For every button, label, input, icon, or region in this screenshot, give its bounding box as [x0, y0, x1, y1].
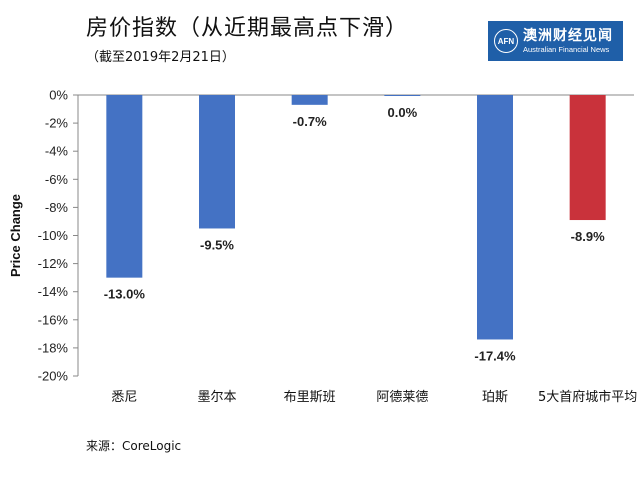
afn-logo: AFN 澳洲财经见闻 Australian Financial News	[488, 21, 623, 61]
x-category-label: 5大首府城市平均	[538, 389, 637, 405]
bar	[106, 95, 143, 278]
y-tick-label: -18%	[38, 340, 69, 355]
y-tick-label: -14%	[38, 284, 69, 299]
chart-title: 房价指数（从近期最高点下滑）	[86, 16, 409, 41]
y-tick-label: -12%	[38, 256, 69, 271]
data-label: -9.5%	[200, 237, 234, 252]
logo-text: 澳洲财经见闻 Australian Financial News	[523, 29, 613, 54]
y-tick-label: -6%	[45, 172, 69, 187]
bar	[569, 95, 606, 221]
data-label: -0.7%	[293, 114, 327, 129]
data-label: -17.4%	[474, 348, 516, 363]
bar	[384, 95, 421, 96]
bar	[291, 95, 328, 105]
bar	[477, 95, 513, 340]
chart-subtitle: （截至2019年2月21日）	[86, 50, 235, 65]
y-axis-label: Price Change	[8, 194, 23, 277]
x-category-label: 悉尼	[111, 390, 137, 405]
x-category-label: 墨尔本	[197, 390, 236, 405]
logo-name-en: Australian Financial News	[523, 44, 610, 54]
source-note: 来源：CoreLogic	[86, 439, 182, 453]
x-category-label: 珀斯	[482, 390, 508, 405]
y-tick-label: -2%	[45, 116, 69, 131]
data-label: 0.0%	[388, 105, 418, 120]
logo-name-cn: 澳洲财经见闻	[523, 27, 613, 44]
y-tick-label: -10%	[38, 228, 69, 243]
y-tick-label: -4%	[45, 144, 69, 159]
data-label: -13.0%	[104, 287, 146, 302]
x-category-label: 阿德莱德	[376, 390, 428, 405]
x-category-label: 布里斯班	[284, 390, 336, 405]
y-tick-label: -16%	[38, 312, 69, 327]
y-tick-label: -8%	[45, 200, 69, 215]
afn-logo-icon: AFN	[494, 29, 518, 53]
bar	[199, 95, 235, 229]
y-tick-label: -20%	[38, 369, 69, 384]
y-tick-label: 0%	[49, 88, 68, 103]
data-label: -8.9%	[571, 229, 605, 244]
